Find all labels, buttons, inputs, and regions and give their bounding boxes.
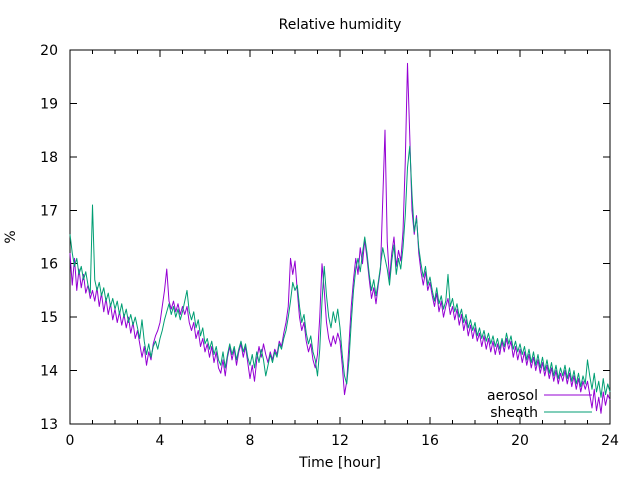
x-tick-label: 0 — [66, 433, 75, 449]
axis-tick-labels: 0 4 8 12 16 20 24 13 14 15 16 17 18 19 20 — [40, 43, 619, 449]
legend-label-aerosol: aerosol — [487, 388, 538, 404]
y-tick-label: 20 — [40, 43, 58, 59]
y-tick-label: 15 — [40, 310, 58, 326]
series-aerosol-line — [69, 62, 611, 414]
legend-item-sheath: sheath — [490, 405, 592, 421]
y-tick-label: 19 — [40, 96, 58, 112]
x-tick-label: 24 — [601, 433, 619, 449]
legend-item-aerosol: aerosol — [487, 388, 592, 404]
plot-border — [69, 49, 611, 425]
y-tick-label: 13 — [40, 417, 58, 433]
legend-label-sheath: sheath — [490, 405, 538, 421]
y-axis-label: % — [3, 230, 19, 243]
x-tick-label: 20 — [511, 433, 529, 449]
series-sheath-line — [69, 145, 611, 398]
x-tick-label: 4 — [156, 433, 165, 449]
x-tick-label: 12 — [331, 433, 349, 449]
y-tick-label: 18 — [40, 150, 58, 166]
chart-title: Relative humidity — [279, 17, 402, 33]
x-axis-label: Time [hour] — [298, 455, 381, 471]
axis-ticks — [69, 49, 611, 425]
legend: aerosol sheath — [487, 388, 592, 421]
x-tick-label: 8 — [246, 433, 255, 449]
y-tick-label: 14 — [40, 364, 58, 380]
x-tick-label: 16 — [421, 433, 439, 449]
y-tick-label: 17 — [40, 203, 58, 219]
series-lines — [69, 62, 611, 414]
y-tick-label: 16 — [40, 257, 58, 273]
